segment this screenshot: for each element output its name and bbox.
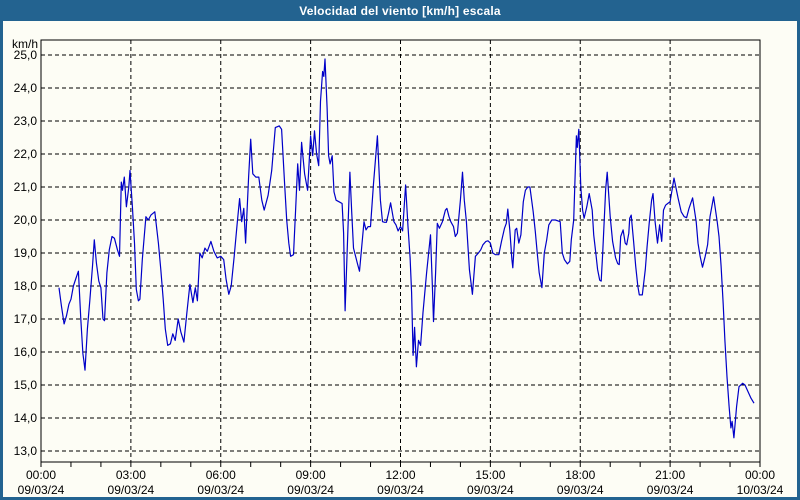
plot-frame (40, 39, 761, 463)
y-tick-label: 16,0 (13, 345, 37, 359)
title-bar: Velocidad del viento [km/h] escala (0, 0, 800, 21)
x-tick-date: 09/03/24 (197, 483, 245, 497)
x-tick-date: 09/03/24 (556, 483, 604, 497)
y-tick-label: 15,0 (13, 378, 37, 392)
y-tick-label: 18,0 (13, 279, 37, 293)
x-tick-date: 09/03/24 (377, 483, 424, 497)
y-tick-label: 19,0 (13, 246, 37, 260)
x-tick-time: 03:00 (115, 468, 146, 482)
y-tick-label: 13,0 (13, 444, 37, 458)
x-tick-label: 00:00 09/03/24 (7, 468, 75, 498)
x-tick-label: 18:00 09/03/24 (546, 468, 614, 498)
wind-speed-line (58, 58, 755, 439)
x-tick-date: 09/03/24 (467, 483, 514, 497)
x-tick-date: 09/03/24 (646, 483, 694, 497)
x-tick-date: 09/03/24 (107, 483, 155, 497)
x-tick-time: 18:00 (565, 468, 596, 482)
x-tick-time: 00:00 (25, 468, 57, 482)
y-tick-label: 21,0 (13, 180, 37, 194)
x-tick-date: 09/03/24 (17, 483, 65, 497)
x-tick-label: 00:00 10/03/24 (726, 468, 794, 498)
y-tick-label: 17,0 (13, 312, 37, 326)
x-tick-time: 06:00 (205, 468, 236, 482)
x-tick-label: 15:00 09/03/24 (456, 468, 524, 498)
x-tick-time: 15:00 (475, 468, 506, 482)
y-tick-label: 14,0 (13, 411, 37, 425)
y-tick-label: 25,0 (13, 48, 37, 62)
x-tick-time: 12:00 (385, 468, 416, 482)
x-tick-date: 10/03/24 (736, 483, 784, 497)
x-tick-label: 03:00 09/03/24 (97, 468, 165, 498)
x-tick-time: 21:00 (655, 468, 686, 482)
y-tick-label: 22,0 (13, 147, 37, 161)
window-title: Velocidad del viento [km/h] escala (299, 3, 501, 18)
x-tick-label: 06:00 09/03/24 (187, 468, 255, 498)
y-tick-label: 20,0 (13, 213, 37, 227)
x-tick-time: 09:00 (295, 468, 326, 482)
x-tick-label: 12:00 09/03/24 (367, 468, 435, 498)
x-tick-label: 09:00 09/03/24 (277, 468, 345, 498)
y-tick-label: 24,0 (13, 81, 37, 95)
x-tick-time: 00:00 (744, 468, 776, 482)
x-tick-label: 21:00 09/03/24 (636, 468, 704, 498)
y-axis-unit-label: km/h (11, 37, 38, 51)
x-tick-date: 09/03/24 (287, 483, 334, 497)
y-tick-label: 23,0 (13, 114, 37, 128)
